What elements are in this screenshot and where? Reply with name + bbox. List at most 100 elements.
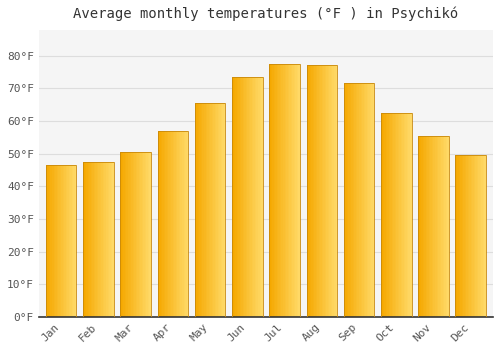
Bar — [384, 113, 386, 317]
Bar — [158, 131, 188, 317]
Bar — [394, 113, 396, 317]
Bar — [435, 136, 436, 317]
Bar — [344, 83, 374, 317]
Bar — [482, 155, 483, 317]
Bar — [446, 136, 447, 317]
Bar — [50, 165, 52, 317]
Bar — [97, 162, 98, 317]
Bar — [441, 136, 442, 317]
Bar — [83, 162, 84, 317]
Bar — [232, 77, 234, 317]
Bar — [240, 77, 241, 317]
Bar — [83, 162, 114, 317]
Bar — [274, 64, 276, 317]
Bar — [406, 113, 407, 317]
Bar — [172, 131, 173, 317]
Bar — [478, 155, 480, 317]
Bar — [125, 152, 126, 317]
Bar — [436, 136, 438, 317]
Bar — [270, 64, 271, 317]
Bar — [49, 165, 50, 317]
Bar — [46, 165, 76, 317]
Bar — [75, 165, 76, 317]
Bar — [165, 131, 166, 317]
Bar — [460, 155, 462, 317]
Bar — [138, 152, 140, 317]
Bar — [72, 165, 74, 317]
Bar — [466, 155, 468, 317]
Bar — [324, 65, 325, 317]
Bar — [457, 155, 458, 317]
Bar — [224, 103, 226, 317]
Bar — [456, 155, 457, 317]
Bar — [232, 77, 262, 317]
Bar — [480, 155, 482, 317]
Bar — [292, 64, 294, 317]
Bar — [344, 83, 345, 317]
Bar — [52, 165, 54, 317]
Bar — [298, 64, 300, 317]
Bar — [108, 162, 109, 317]
Bar — [284, 64, 286, 317]
Bar — [200, 103, 201, 317]
Bar — [208, 103, 210, 317]
Bar — [381, 113, 382, 317]
Bar — [241, 77, 242, 317]
Bar — [422, 136, 423, 317]
Bar — [130, 152, 131, 317]
Bar — [360, 83, 362, 317]
Bar — [280, 64, 281, 317]
Bar — [373, 83, 374, 317]
Bar — [109, 162, 110, 317]
Bar — [468, 155, 469, 317]
Bar — [103, 162, 104, 317]
Bar — [331, 65, 332, 317]
Bar — [131, 152, 132, 317]
Bar — [104, 162, 106, 317]
Bar — [386, 113, 387, 317]
Bar — [184, 131, 185, 317]
Bar — [142, 152, 143, 317]
Bar — [320, 65, 322, 317]
Bar — [364, 83, 365, 317]
Bar — [432, 136, 434, 317]
Bar — [318, 65, 320, 317]
Bar — [68, 165, 69, 317]
Bar — [136, 152, 137, 317]
Bar — [174, 131, 176, 317]
Bar — [447, 136, 448, 317]
Bar — [474, 155, 476, 317]
Bar — [126, 152, 128, 317]
Bar — [470, 155, 472, 317]
Bar — [272, 64, 274, 317]
Bar — [330, 65, 331, 317]
Bar — [306, 65, 337, 317]
Bar — [56, 165, 58, 317]
Bar — [219, 103, 221, 317]
Bar — [442, 136, 444, 317]
Bar — [60, 165, 61, 317]
Bar — [173, 131, 174, 317]
Bar — [316, 65, 317, 317]
Bar — [477, 155, 478, 317]
Bar — [212, 103, 213, 317]
Bar — [317, 65, 318, 317]
Bar — [472, 155, 474, 317]
Bar — [137, 152, 138, 317]
Bar — [440, 136, 441, 317]
Bar — [195, 103, 226, 317]
Bar — [158, 131, 159, 317]
Bar — [278, 64, 280, 317]
Bar — [61, 165, 62, 317]
Bar — [150, 152, 151, 317]
Bar — [102, 162, 103, 317]
Bar — [354, 83, 356, 317]
Bar — [463, 155, 464, 317]
Bar — [382, 113, 384, 317]
Bar — [90, 162, 92, 317]
Bar — [234, 77, 235, 317]
Bar — [94, 162, 96, 317]
Bar — [74, 165, 75, 317]
Bar — [112, 162, 114, 317]
Bar — [146, 152, 148, 317]
